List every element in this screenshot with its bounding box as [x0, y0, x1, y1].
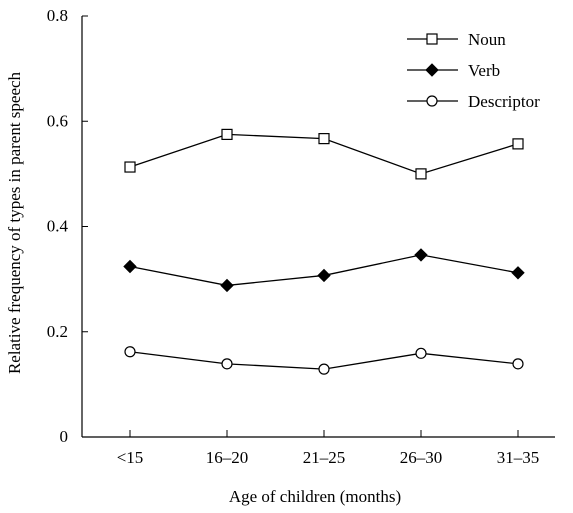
legend-marker-verb: [425, 63, 439, 77]
series-noun: [124, 128, 524, 180]
data-point-verb: [317, 268, 331, 283]
y-tick-label: 0.4: [47, 217, 69, 236]
data-point-descriptor: [124, 346, 136, 358]
data-point-noun: [318, 133, 330, 145]
x-axis-label: Age of children (months): [229, 487, 401, 506]
legend-marker-descriptor: [426, 95, 438, 107]
data-point-verb: [511, 266, 525, 280]
y-tick-label: 0: [60, 427, 69, 446]
legend-label-descriptor: Descriptor: [468, 92, 540, 111]
y-axis-label: Relative frequency of types in parent sp…: [5, 71, 24, 374]
x-tick-label: 31–35: [497, 448, 540, 467]
data-point-descriptor: [415, 347, 427, 359]
data-point-verb: [414, 248, 428, 262]
x-tick-label: 16–20: [206, 448, 249, 467]
y-ticks: 0 0.2 0.4 0.6 0.8: [47, 6, 88, 446]
legend-item-noun: Noun: [407, 30, 506, 49]
y-tick-label: 0.6: [47, 111, 68, 130]
data-point-descriptor: [318, 363, 330, 375]
x-tick-label: 21–25: [303, 448, 346, 467]
data-point-descriptor: [512, 358, 524, 370]
x-tick-label: <15: [117, 448, 144, 467]
y-tick-label: 0.8: [47, 6, 68, 25]
series-group: [123, 128, 525, 375]
data-point-noun: [415, 168, 427, 180]
legend-label-noun: Noun: [468, 30, 506, 49]
legend-label-verb: Verb: [468, 61, 500, 80]
data-point-verb: [123, 259, 137, 274]
series-descriptor: [124, 346, 524, 375]
legend-marker-noun: [426, 33, 438, 45]
x-tick-label: 26–30: [400, 448, 443, 467]
legend-item-descriptor: Descriptor: [407, 92, 540, 111]
y-tick-label: 0.2: [47, 322, 68, 341]
data-point-noun: [124, 161, 136, 173]
data-point-noun: [512, 138, 524, 150]
x-ticks: <15 16–20 21–25 26–30 31–35: [117, 430, 540, 467]
data-point-noun: [221, 128, 233, 141]
series-verb: [123, 248, 525, 293]
legend-item-verb: Verb: [407, 61, 500, 80]
data-point-verb: [220, 278, 234, 293]
legend: Noun Verb Descriptor: [407, 30, 540, 111]
data-point-descriptor: [221, 358, 233, 370]
